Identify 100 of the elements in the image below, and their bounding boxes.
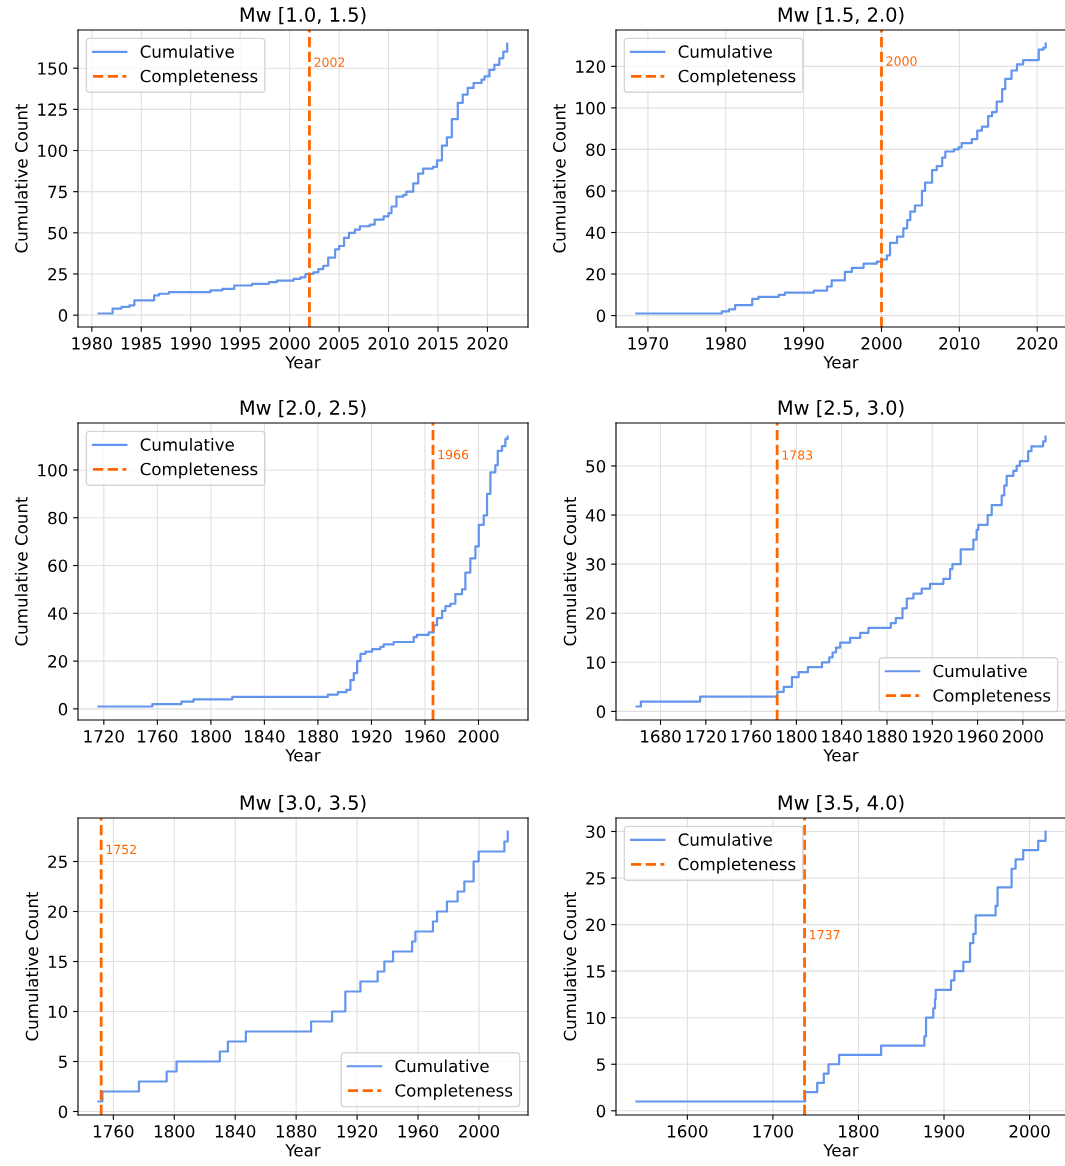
y-tick-label: 60 bbox=[48, 559, 68, 573]
x-tick-label: 1970 bbox=[628, 337, 669, 350]
legend-label: Completeness bbox=[933, 688, 1051, 705]
x-tick-label: 2000 bbox=[269, 337, 310, 350]
y-axis-title: Cumulative Count bbox=[14, 496, 28, 646]
x-tick-label: 1760 bbox=[93, 1125, 134, 1138]
x-tick-label: 1960 bbox=[405, 730, 446, 743]
y-tick-label: 100 bbox=[38, 463, 68, 477]
chart-title: Mw [3.0, 3.5) bbox=[240, 794, 366, 813]
x-tick-label: 1880 bbox=[276, 1125, 317, 1138]
legend-label: Completeness bbox=[140, 462, 258, 479]
chart-title: Mw [1.5, 2.0) bbox=[778, 6, 904, 25]
x-tick-label: 1760 bbox=[731, 730, 772, 743]
y-tick-label: 50 bbox=[48, 226, 68, 240]
x-tick-label: 1800 bbox=[154, 1125, 195, 1138]
x-tick-label: 1800 bbox=[191, 730, 231, 743]
y-tick-label: 40 bbox=[47, 607, 68, 620]
y-tick-label: 150 bbox=[38, 62, 68, 75]
legend-label: Cumulative bbox=[678, 45, 772, 58]
x-tick-label: 1920 bbox=[912, 730, 953, 743]
x-axis-title: Year bbox=[285, 356, 321, 369]
chart-title: Mw [3.5, 4.0) bbox=[778, 794, 904, 813]
x-tick-label: 1980 bbox=[72, 337, 112, 350]
y-axis-title: Cumulative Count bbox=[552, 103, 566, 253]
x-axis-title: Year bbox=[285, 749, 321, 762]
x-tick-label: 2020 bbox=[467, 337, 508, 350]
x-tick-label: 2000 bbox=[1009, 1125, 1050, 1138]
y-axis-title: Cumulative Count bbox=[25, 891, 39, 1041]
x-tick-label: 1840 bbox=[245, 730, 285, 743]
x-axis-title: Year bbox=[823, 356, 859, 369]
annotation: 1752 bbox=[106, 844, 136, 855]
y-tick-label: 40 bbox=[585, 509, 606, 522]
x-axis-title: Year bbox=[285, 1144, 321, 1157]
x-tick-label: 1920 bbox=[337, 1125, 378, 1138]
y-tick-label: 0 bbox=[596, 1104, 606, 1118]
y-tick-label: 5 bbox=[596, 1058, 605, 1071]
x-tick-label: 1960 bbox=[958, 730, 998, 743]
legend-label: Cumulative bbox=[395, 1059, 489, 1073]
annotation: 1783 bbox=[782, 450, 813, 460]
y-tick-label: 25 bbox=[586, 872, 605, 885]
annotation: 2000 bbox=[886, 56, 917, 66]
y-tick-label: 80 bbox=[586, 143, 606, 156]
x-tick-label: 1995 bbox=[220, 337, 260, 350]
y-tick-label: 15 bbox=[586, 965, 605, 978]
x-tick-label: 1985 bbox=[121, 337, 162, 350]
x-tick-label: 1980 bbox=[706, 337, 746, 350]
y-tick-label: 20 bbox=[586, 268, 606, 281]
y-tick-label: 0 bbox=[58, 309, 68, 322]
x-tick-label: 2010 bbox=[939, 337, 980, 350]
legend-label: Cumulative bbox=[933, 664, 1027, 678]
x-tick-label: 1600 bbox=[667, 1125, 708, 1138]
x-tick-label: 1720 bbox=[686, 730, 726, 743]
x-tick-label: 1840 bbox=[215, 1125, 256, 1138]
x-tick-label: 2015 bbox=[418, 337, 458, 350]
y-tick-label: 120 bbox=[576, 60, 606, 73]
x-tick-label: 1960 bbox=[398, 1125, 439, 1138]
legend-label: Cumulative bbox=[140, 45, 234, 58]
x-tick-label: 2010 bbox=[368, 337, 409, 350]
y-tick-label: 125 bbox=[38, 103, 67, 116]
chart-title: Mw [1.0, 1.5) bbox=[240, 6, 366, 25]
y-tick-label: 10 bbox=[586, 1011, 606, 1025]
y-tick-label: 60 bbox=[586, 184, 606, 198]
legend-label: Cumulative bbox=[678, 833, 772, 846]
y-tick-label: 25 bbox=[48, 855, 67, 869]
y-tick-label: 10 bbox=[586, 656, 606, 669]
x-tick-label: 1880 bbox=[867, 730, 908, 743]
chart-title: Mw [2.0, 2.5) bbox=[240, 399, 366, 418]
x-tick-label: 1680 bbox=[641, 730, 681, 743]
y-tick-label: 0 bbox=[58, 702, 68, 716]
y-tick-label: 100 bbox=[38, 144, 68, 158]
y-tick-label: 30 bbox=[586, 558, 606, 571]
x-tick-label: 2000 bbox=[458, 1125, 500, 1138]
x-tick-label: 2005 bbox=[319, 337, 359, 350]
y-tick-label: 0 bbox=[596, 309, 606, 323]
x-axis-title: Year bbox=[823, 1144, 859, 1157]
x-tick-label: 1920 bbox=[352, 730, 392, 743]
annotation: 1737 bbox=[810, 929, 840, 940]
x-tick-label: 1840 bbox=[822, 730, 862, 743]
legend-label: Cumulative bbox=[140, 438, 234, 451]
y-tick-label: 0 bbox=[58, 1105, 68, 1119]
x-tick-label: 1880 bbox=[298, 730, 339, 743]
y-axis-title: Cumulative Count bbox=[563, 496, 577, 646]
y-tick-label: 80 bbox=[48, 511, 68, 525]
y-tick-label: 0 bbox=[596, 705, 606, 718]
x-tick-label: 1700 bbox=[753, 1125, 793, 1138]
x-tick-label: 1720 bbox=[84, 730, 124, 743]
x-tick-label: 1900 bbox=[924, 1125, 965, 1138]
x-tick-label: 1800 bbox=[777, 730, 817, 743]
y-axis-title: Cumulative Count bbox=[563, 891, 577, 1041]
x-tick-label: 2020 bbox=[1017, 337, 1058, 350]
x-axis-title: Year bbox=[823, 749, 859, 762]
y-tick-label: 20 bbox=[48, 905, 68, 919]
x-tick-label: 1760 bbox=[137, 730, 178, 743]
y-tick-label: 30 bbox=[586, 825, 606, 839]
y-axis-title: Cumulative Count bbox=[14, 103, 28, 253]
y-tick-label: 20 bbox=[586, 607, 606, 620]
x-tick-label: 1800 bbox=[839, 1125, 879, 1138]
y-tick-label: 75 bbox=[48, 185, 67, 199]
legend-label: Completeness bbox=[678, 857, 796, 874]
legend-label: Completeness bbox=[395, 1083, 513, 1100]
